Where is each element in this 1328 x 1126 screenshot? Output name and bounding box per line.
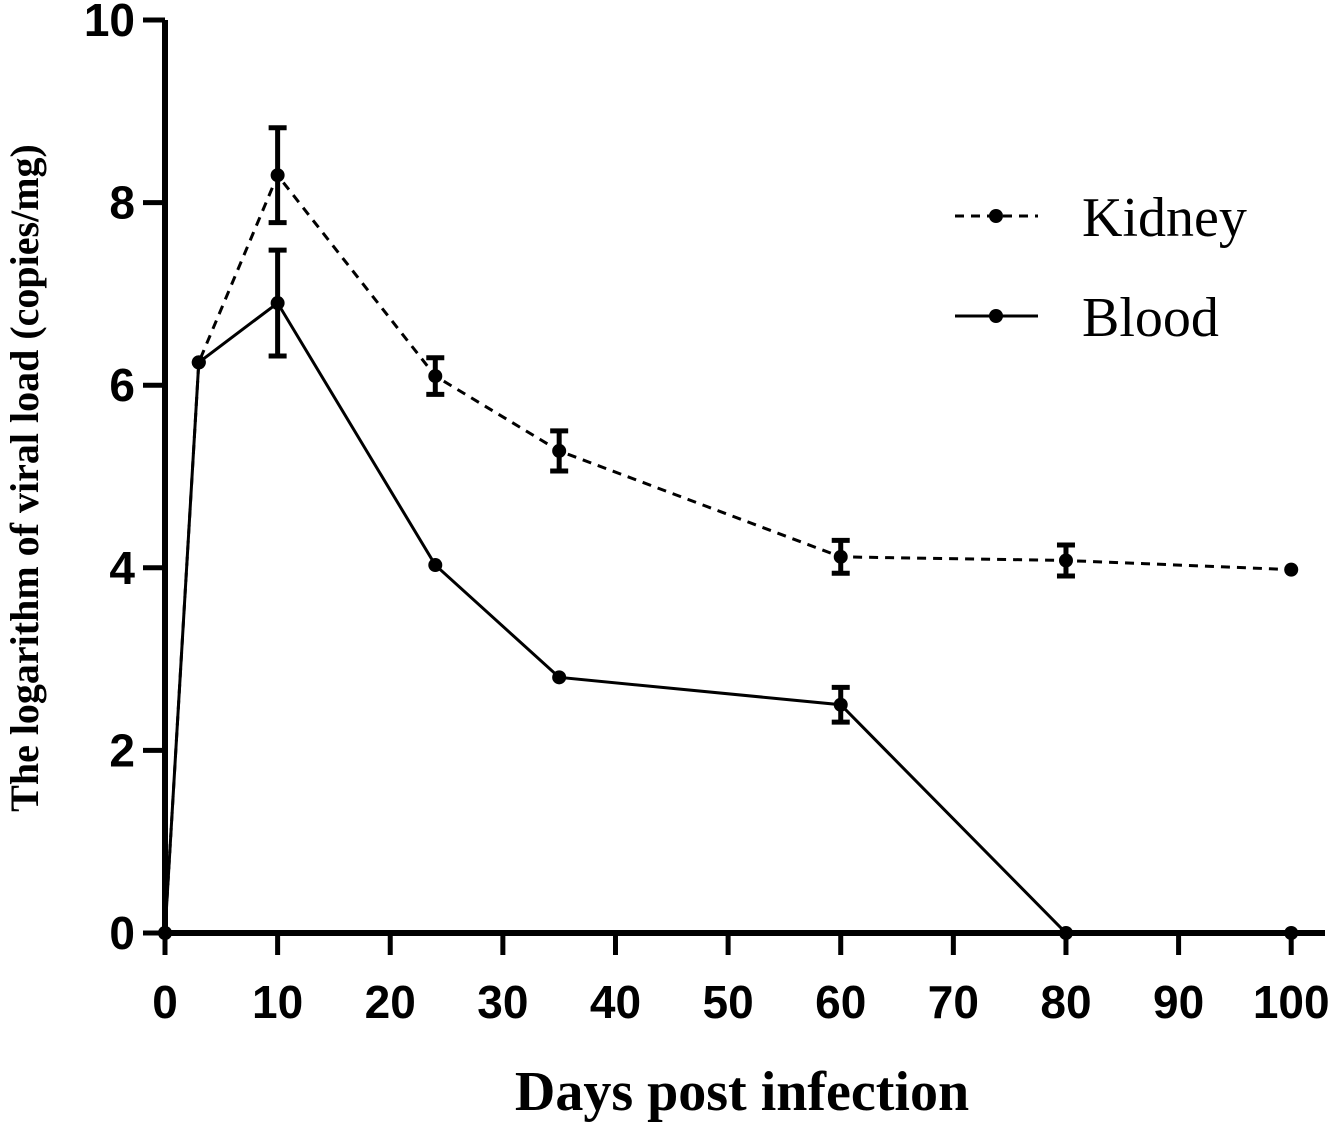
data-point-blood (158, 926, 172, 940)
data-point-kidney (270, 168, 285, 183)
series-layer (158, 125, 1299, 940)
series-blood (158, 247, 1299, 940)
y-tick-label: 6 (109, 359, 135, 411)
x-tick-label: 60 (815, 976, 866, 1028)
y-tick-label: 2 (109, 724, 135, 776)
y-tick-label: 8 (109, 177, 135, 229)
x-tick-label: 40 (590, 976, 641, 1028)
x-tick-label: 30 (477, 976, 528, 1028)
x-axis-ticks: 0 10 20 30 40 50 60 70 80 90 100 (152, 933, 1328, 1028)
x-tick-label: 90 (1153, 976, 1204, 1028)
x-tick-label: 80 (1040, 976, 1091, 1028)
data-point-kidney (1284, 562, 1299, 577)
legend-marker-blood (989, 309, 1003, 323)
data-point-blood (428, 558, 443, 573)
y-axis-ticks: 0 2 4 6 8 10 (84, 0, 165, 959)
data-point-blood (552, 670, 567, 685)
x-tick-label: 10 (252, 976, 303, 1028)
x-axis-title: Days post infection (515, 1061, 969, 1123)
y-tick-label: 10 (84, 0, 135, 46)
legend-marker-kidney (989, 209, 1003, 223)
legend: Kidney Blood (955, 187, 1247, 349)
data-point-blood (270, 296, 285, 311)
x-tick-label: 20 (365, 976, 416, 1028)
y-tick-label: 0 (109, 907, 135, 959)
data-point-kidney (1058, 553, 1073, 568)
legend-label-kidney: Kidney (1082, 187, 1247, 249)
axes (162, 20, 1325, 936)
data-point-kidney (428, 369, 443, 384)
y-axis-title: The logarithm of viral load (copies/mg) (2, 144, 47, 812)
x-tick-label: 100 (1253, 976, 1328, 1028)
y-tick-label: 4 (109, 542, 135, 594)
legend-label-blood: Blood (1082, 287, 1219, 349)
data-point-blood (1058, 926, 1073, 940)
data-point-kidney (833, 549, 848, 564)
x-tick-label: 0 (152, 976, 178, 1028)
data-point-blood (833, 697, 848, 712)
series-kidney (158, 125, 1299, 940)
data-point-blood (191, 355, 206, 370)
series-line-blood (163, 300, 1292, 935)
x-tick-label: 50 (703, 976, 754, 1028)
data-point-kidney (552, 443, 567, 458)
data-point-blood (1284, 926, 1299, 940)
x-tick-label: 70 (928, 976, 979, 1028)
